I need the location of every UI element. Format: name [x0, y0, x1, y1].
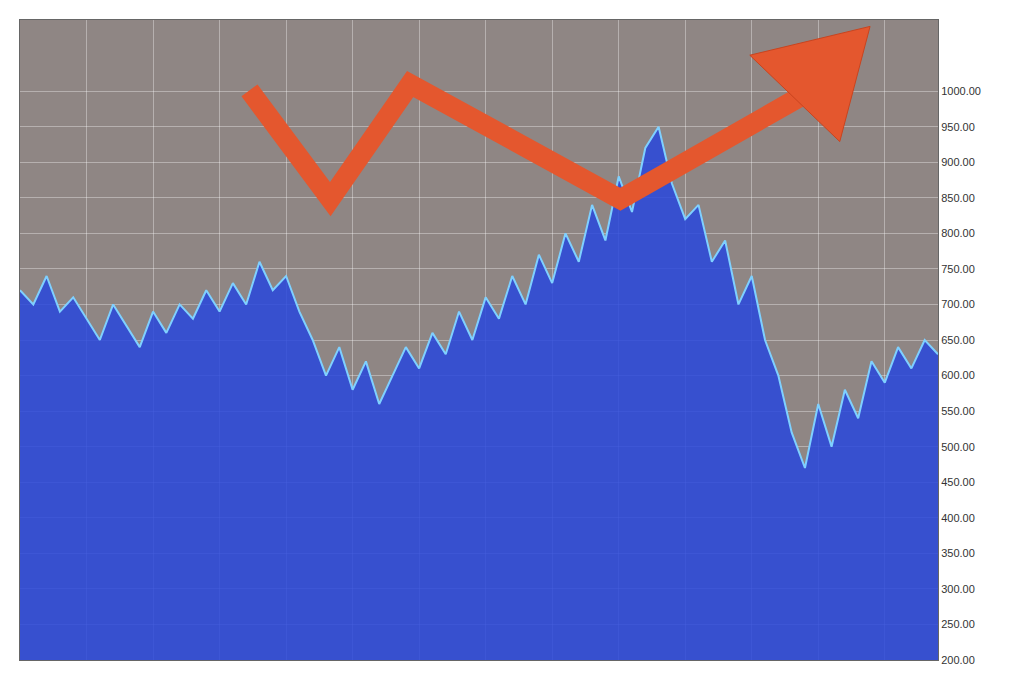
svg-text:500.00: 500.00 — [941, 441, 975, 453]
svg-text:200.00: 200.00 — [941, 654, 975, 666]
svg-text:400.00: 400.00 — [941, 512, 975, 524]
svg-text:300.00: 300.00 — [941, 583, 975, 595]
svg-text:1000.00: 1000.00 — [941, 85, 981, 97]
svg-text:750.00: 750.00 — [941, 263, 975, 275]
svg-text:600.00: 600.00 — [941, 369, 975, 381]
svg-text:850.00: 850.00 — [941, 192, 975, 204]
svg-text:350.00: 350.00 — [941, 547, 975, 559]
svg-text:800.00: 800.00 — [941, 227, 975, 239]
svg-text:950.00: 950.00 — [941, 121, 975, 133]
svg-text:900.00: 900.00 — [941, 156, 975, 168]
svg-text:650.00: 650.00 — [941, 334, 975, 346]
svg-text:450.00: 450.00 — [941, 476, 975, 488]
svg-text:700.00: 700.00 — [941, 298, 975, 310]
svg-text:250.00: 250.00 — [941, 618, 975, 630]
svg-text:550.00: 550.00 — [941, 405, 975, 417]
